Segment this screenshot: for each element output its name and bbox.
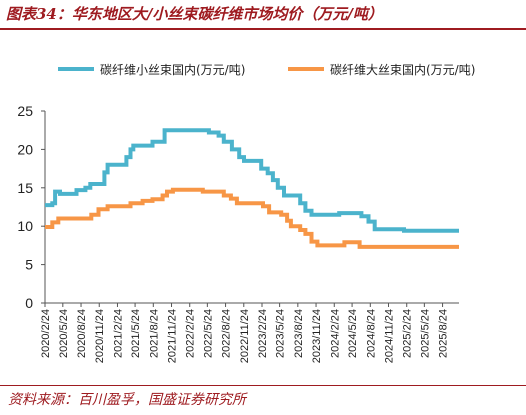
x-tick-label: 2020/2/24 — [40, 309, 52, 358]
x-tick-label: 2021/5/24 — [130, 309, 142, 358]
series-layer — [45, 128, 459, 249]
x-tick-label: 2025/2/24 — [402, 309, 414, 358]
x-tick-label: 2021/2/24 — [112, 309, 124, 358]
title-divider — [0, 28, 526, 30]
x-tick-label: 2024/8/24 — [365, 309, 377, 358]
y-tick-label: 0 — [25, 295, 33, 311]
axes: 0 5 10 15 20 25 2020/2/24 2020/5/24 2020/8/24 202… — [17, 103, 459, 363]
legend-label-1: 碳纤维小丝束国内(万元/吨) — [100, 63, 245, 77]
figure-title: 图表34：华东地区大/小丝束碳纤维市场均价（万元/吨） — [6, 5, 383, 23]
x-tick-label: 2021/11/24 — [167, 309, 179, 363]
series-line-2 — [45, 187, 459, 249]
x-tick-label: 2020/11/24 — [94, 309, 106, 363]
y-tick-label: 10 — [17, 218, 33, 234]
x-tick-label: 2023/5/24 — [275, 309, 287, 358]
y-tick-label: 15 — [17, 180, 33, 196]
legend-label-2: 碳纤维大丝束国内(万元/吨) — [330, 63, 475, 77]
x-tick-label: 2024/11/24 — [384, 309, 396, 363]
source-note: 资料来源：百川盈孚，国盛证券研究所 — [8, 392, 246, 408]
x-tick-label: 2023/2/24 — [257, 309, 269, 358]
x-tick-label: 2022/8/24 — [221, 309, 233, 358]
x-tick-label: 2024/5/24 — [347, 309, 359, 358]
x-tick-label: 2025/8/24 — [438, 309, 450, 358]
y-tick-label: 20 — [17, 141, 33, 157]
series-line-1 — [45, 128, 459, 233]
source-divider — [0, 385, 526, 386]
x-tick-label: 2025/5/24 — [419, 309, 431, 358]
price-line-chart: 碳纤维小丝束国内(万元/吨) 碳纤维大丝束国内(万元/吨) 0 5 10 15 20 25 2… — [17, 63, 475, 363]
x-tick-label: 2023/11/24 — [311, 309, 323, 363]
x-tick-label: 2022/2/24 — [185, 309, 197, 358]
y-tick-label: 5 — [25, 257, 33, 273]
x-tick-label: 2024/2/24 — [329, 309, 341, 358]
x-tick-label: 2020/5/24 — [58, 309, 70, 358]
legend: 碳纤维小丝束国内(万元/吨) 碳纤维大丝束国内(万元/吨) — [58, 63, 475, 77]
x-tick-label: 2021/8/24 — [148, 309, 160, 358]
y-tick-label: 25 — [17, 103, 33, 119]
x-tick-label: 2022/11/24 — [239, 309, 251, 363]
x-tick-label: 2023/8/24 — [293, 309, 305, 358]
x-tick-label: 2022/5/24 — [202, 309, 214, 358]
x-tick-label: 2020/8/24 — [76, 309, 88, 358]
